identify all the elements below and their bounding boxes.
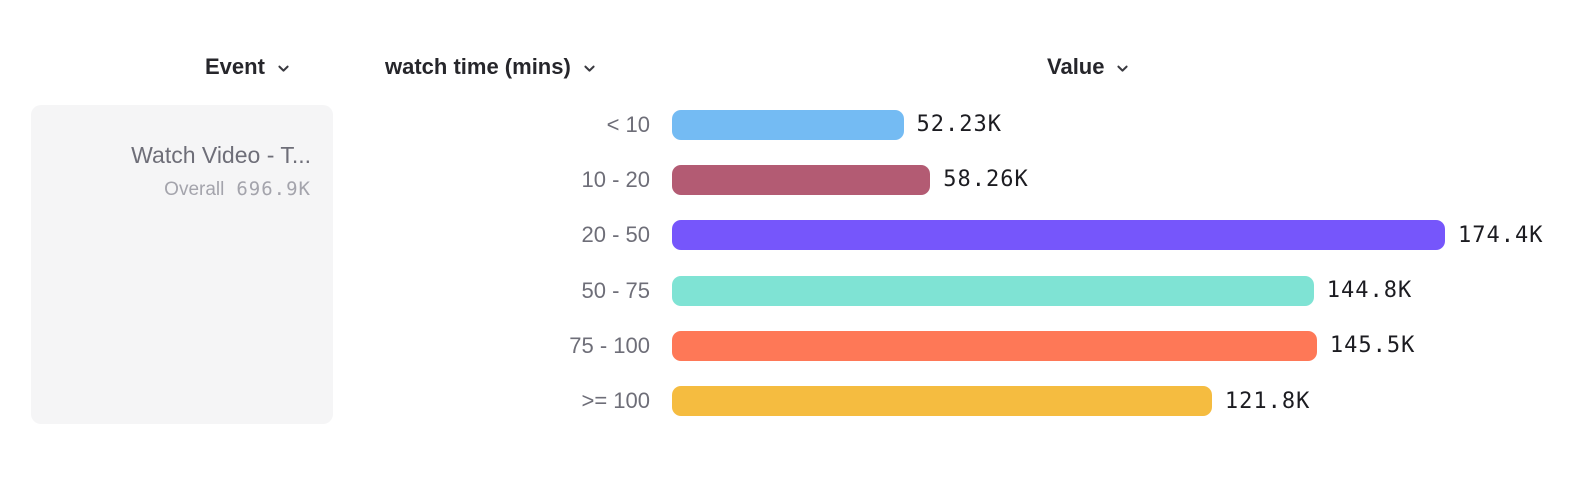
chevron-down-icon	[276, 61, 291, 76]
value-label: 144.8K	[1326, 278, 1413, 304]
chart-row: < 10 52.23K	[0, 97, 1584, 152]
breakdown-column-label: watch time (mins)	[385, 54, 571, 79]
event-column-label: Event	[205, 54, 265, 79]
category-label: 10 - 20	[581, 166, 651, 192]
value-column-label: Value	[1047, 54, 1105, 79]
bar[interactable]	[672, 275, 1314, 306]
value-label: 52.23K	[916, 112, 1002, 138]
chart-row: 75 - 100 145.5K	[0, 318, 1584, 373]
overall-label: Overall	[164, 178, 225, 200]
bar[interactable]	[672, 220, 1445, 251]
category-label: >= 100	[581, 388, 650, 414]
event-card[interactable]: Watch Video - T... Overall 696.9K	[31, 105, 333, 424]
value-label: 145.5K	[1329, 333, 1416, 359]
chart-row: >= 100 121.8K	[0, 373, 1584, 428]
value-label: 174.4K	[1458, 222, 1544, 248]
event-overall: Overall 696.9K	[53, 178, 311, 201]
category-label: 75 - 100	[569, 332, 650, 358]
event-column-header[interactable]: Event	[205, 54, 291, 80]
bar[interactable]	[672, 386, 1212, 417]
category-label: 20 - 50	[581, 222, 651, 248]
bar[interactable]	[672, 330, 1317, 361]
bar[interactable]	[672, 109, 904, 140]
overall-value: 696.9K	[236, 177, 311, 200]
chart-row: 50 - 75 144.8K	[0, 263, 1584, 318]
chart-row: 10 - 20 58.26K	[0, 152, 1584, 207]
chevron-down-icon	[582, 61, 597, 76]
breakdown-column-header[interactable]: watch time (mins)	[385, 54, 597, 80]
bar-chart: < 10 52.23K 10 - 20 58.26K 20 - 50 174.4K 50 -…	[0, 97, 1584, 429]
category-label: 50 - 75	[581, 277, 651, 303]
bar[interactable]	[672, 164, 931, 195]
category-label: < 10	[606, 111, 650, 137]
value-label: 121.8K	[1224, 388, 1311, 414]
event-title: Watch Video - T...	[131, 142, 311, 168]
chart-row: 20 - 50 174.4K	[0, 208, 1584, 263]
chevron-down-icon	[1115, 61, 1130, 76]
value-column-header[interactable]: Value	[1047, 54, 1130, 80]
value-label: 58.26K	[943, 167, 1029, 193]
